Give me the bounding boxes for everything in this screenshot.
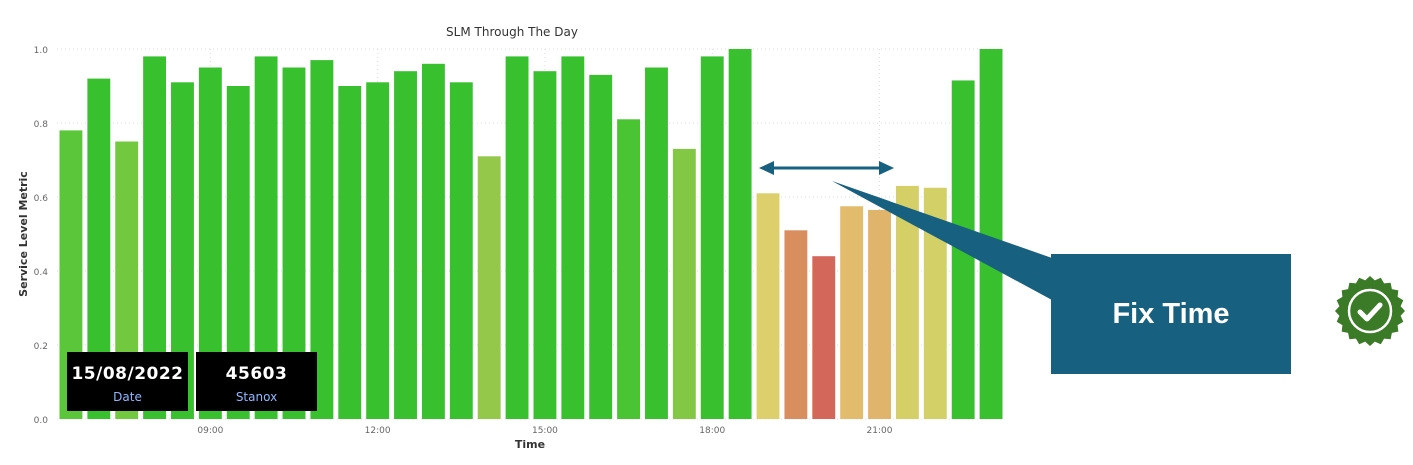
y-tick-label: 1.0 [34,46,49,56]
bar [645,67,668,419]
x-tick-label: 18:00 [699,426,725,436]
stanox-label: Stanox [235,390,278,404]
bar [617,119,641,420]
bar [226,86,250,419]
verified-check-badge-icon [1335,276,1405,346]
bar [143,56,167,420]
bar [59,130,83,419]
bar [840,206,864,419]
bar [505,56,529,420]
y-tick-label: 0.2 [34,342,48,352]
x-tick-label: 12:00 [365,426,391,436]
bar [254,56,278,420]
y-tick-label: 0.0 [34,416,49,426]
bar [868,209,891,419]
double-arrow-annotation [759,161,894,175]
bar [700,56,724,420]
bar [421,63,445,420]
bar [87,78,111,419]
bar [366,82,390,420]
bar [895,185,919,419]
y-tick-label: 0.4 [34,268,49,278]
x-tick-label: 21:00 [867,426,893,436]
bar [198,67,222,419]
bar [784,230,808,419]
bar [756,193,780,419]
bar [589,74,613,420]
date-card: 15/08/2022 Date [67,352,188,411]
x-tick-label: 15:00 [532,426,558,436]
bar [449,82,473,420]
bar [533,71,557,419]
bar [923,187,947,419]
bar [171,82,194,420]
y-tick-label: 0.8 [34,120,49,130]
chart-title: SLM Through The Day [446,25,578,39]
fix-time-callout: Fix Time [1051,254,1291,374]
bar [672,148,696,419]
bar [394,71,417,419]
bar [115,141,139,419]
stanox-card: 45603 Stanox [196,352,317,411]
date-label: Date [113,390,142,404]
x-tick-label: 09:00 [197,426,223,436]
stanox-value: 45603 [225,364,288,384]
y-tick-label: 0.6 [34,194,49,204]
x-axis-label: Time [515,438,545,451]
bar [282,67,306,419]
bar [338,86,362,419]
bar [728,49,752,419]
bar [812,256,836,419]
callout-pointer [832,181,1052,300]
y-axis-label: Service Level Metric [17,171,30,297]
bar [979,49,1003,419]
bar [310,60,334,419]
callout-text: Fix Time [1112,297,1230,330]
bar [477,156,501,420]
bar [561,56,585,420]
date-value: 15/08/2022 [71,364,184,384]
